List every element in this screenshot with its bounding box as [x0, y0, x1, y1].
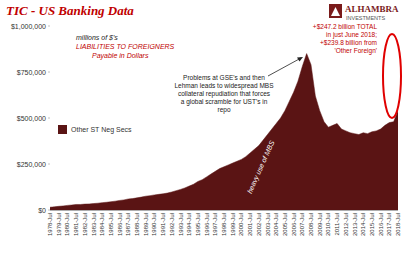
- annotation-text: repo: [217, 106, 230, 114]
- annotation-text: +$239.8 billion from: [320, 39, 377, 46]
- x-tick-label: 2007-Jul: [299, 213, 305, 236]
- annotation-text: 'Other Foreign': [334, 47, 377, 55]
- y-tick: [48, 164, 50, 165]
- x-tick-label: 1990-Jul: [151, 213, 157, 236]
- x-tick-label: 2011-Jul: [334, 213, 340, 236]
- y-tick-label: $750,000: [17, 69, 46, 76]
- legend-swatch: [58, 125, 67, 134]
- area: [50, 54, 398, 210]
- x-tick-label: 2004-Jul: [273, 213, 279, 236]
- x-tick-label: 1986-Jul: [117, 213, 123, 236]
- logo-name: ALHAMBRA: [345, 4, 399, 14]
- x-tick-label: 2006-Jul: [291, 213, 297, 236]
- x-tick-label: 1993-Jul: [178, 213, 184, 236]
- x-tick-label: 2005-Jul: [282, 213, 288, 236]
- x-tick-label: 1989-Jul: [143, 213, 149, 236]
- y-tick-label: $500,000: [17, 115, 46, 122]
- arrow-head: [297, 57, 303, 62]
- x-tick-label: 2013-Jul: [352, 213, 358, 236]
- x-tick-label: 1978-Jul: [47, 213, 53, 236]
- x-tick-label: 2018-Jul: [395, 213, 401, 236]
- logo-icon: [329, 4, 342, 18]
- x-tick-label: 1992-Jul: [169, 213, 175, 236]
- x-tick-label: 2009-Jul: [317, 213, 323, 236]
- x-tick-label: 1996-Jul: [204, 213, 210, 236]
- y-tick: [48, 72, 50, 73]
- logo: ALHAMBRAINVESTMENTS: [329, 4, 399, 21]
- annotation-text: in just June 2018;: [326, 31, 377, 39]
- x-tick-label: 2017-Jul: [386, 213, 392, 236]
- annotation-text: +$247.2 billion TOTAL: [313, 23, 378, 30]
- y-tick-label: $1,000,000: [11, 23, 46, 30]
- x-tick-label: 1988-Jul: [134, 213, 140, 236]
- y-tick: [48, 26, 50, 27]
- x-tick-label: 1983-Jul: [91, 213, 97, 236]
- x-tick-label: 2003-Jul: [265, 213, 271, 236]
- x-tick-label: 1979-Jul: [56, 213, 62, 236]
- x-tick-label: 2000-Jul: [238, 213, 244, 236]
- x-tick-label: 1980-Jul: [64, 213, 70, 236]
- annotation-text: Problems at GSE's and then: [183, 74, 265, 81]
- logo-tagline: INVESTMENTS: [346, 15, 385, 21]
- y-tick-label: $0: [38, 207, 46, 214]
- header-note: millions of $'s: [76, 34, 118, 41]
- x-tick-label: 2016-Jul: [378, 213, 384, 236]
- y-tick: [48, 118, 50, 119]
- logo-icon-mark: [331, 7, 340, 16]
- x-tick-label: 2001-Jul: [247, 213, 253, 236]
- x-tick-label: 1981-Jul: [73, 213, 79, 236]
- header-note: LIABILITIES TO FOREIGNERS: [76, 43, 175, 50]
- x-tick-label: 2008-Jul: [308, 213, 314, 236]
- background: [0, 0, 415, 260]
- x-tick-label: 1982-Jul: [82, 213, 88, 236]
- x-tick-label: 1984-Jul: [99, 213, 105, 236]
- chart: $0 $250,000 $500,000 $750,000 $1,000,000 1978…: [0, 0, 415, 260]
- x-tick-label: 2015-Jul: [369, 213, 375, 236]
- x-tick-label: 1994-Jul: [186, 213, 192, 236]
- legend-label: Other ST Neg Secs: [71, 126, 132, 134]
- annotation-text: heavy use of MBS: [246, 139, 277, 194]
- x-tick-label: 1987-Jul: [125, 213, 131, 236]
- x-tick-label: 1999-Jul: [230, 213, 236, 236]
- title: TIC - US Banking Data: [6, 3, 134, 18]
- x-tick-label: 2014-Jul: [360, 213, 366, 236]
- y-tick-label: $250,000: [17, 161, 46, 168]
- x-tick-label: 1985-Jul: [108, 213, 114, 236]
- x-tick-label: 1995-Jul: [195, 213, 201, 236]
- header-note: Payable in Dollars: [92, 52, 149, 60]
- x-tick-label: 1998-Jul: [221, 213, 227, 236]
- annotation-text: Lehman leads to widespread MBS: [174, 82, 274, 90]
- x-tick-label: 2010-Jul: [325, 213, 331, 236]
- x-tick-label: 1991-Jul: [160, 213, 166, 236]
- annotation-text: collateral repudiation that forces: [178, 90, 271, 98]
- x-tick-label: 2002-Jul: [256, 213, 262, 236]
- annotation-text: a global scramble for UST's in: [181, 98, 268, 106]
- annotation-arrow: [268, 58, 301, 76]
- highlight-ellipse: [383, 34, 401, 118]
- x-axis: [50, 210, 398, 211]
- plot-area: [50, 54, 398, 210]
- x-tick-label: 1997-Jul: [212, 213, 218, 236]
- y-tick: [48, 210, 50, 211]
- x-tick-label: 2012-Jul: [343, 213, 349, 236]
